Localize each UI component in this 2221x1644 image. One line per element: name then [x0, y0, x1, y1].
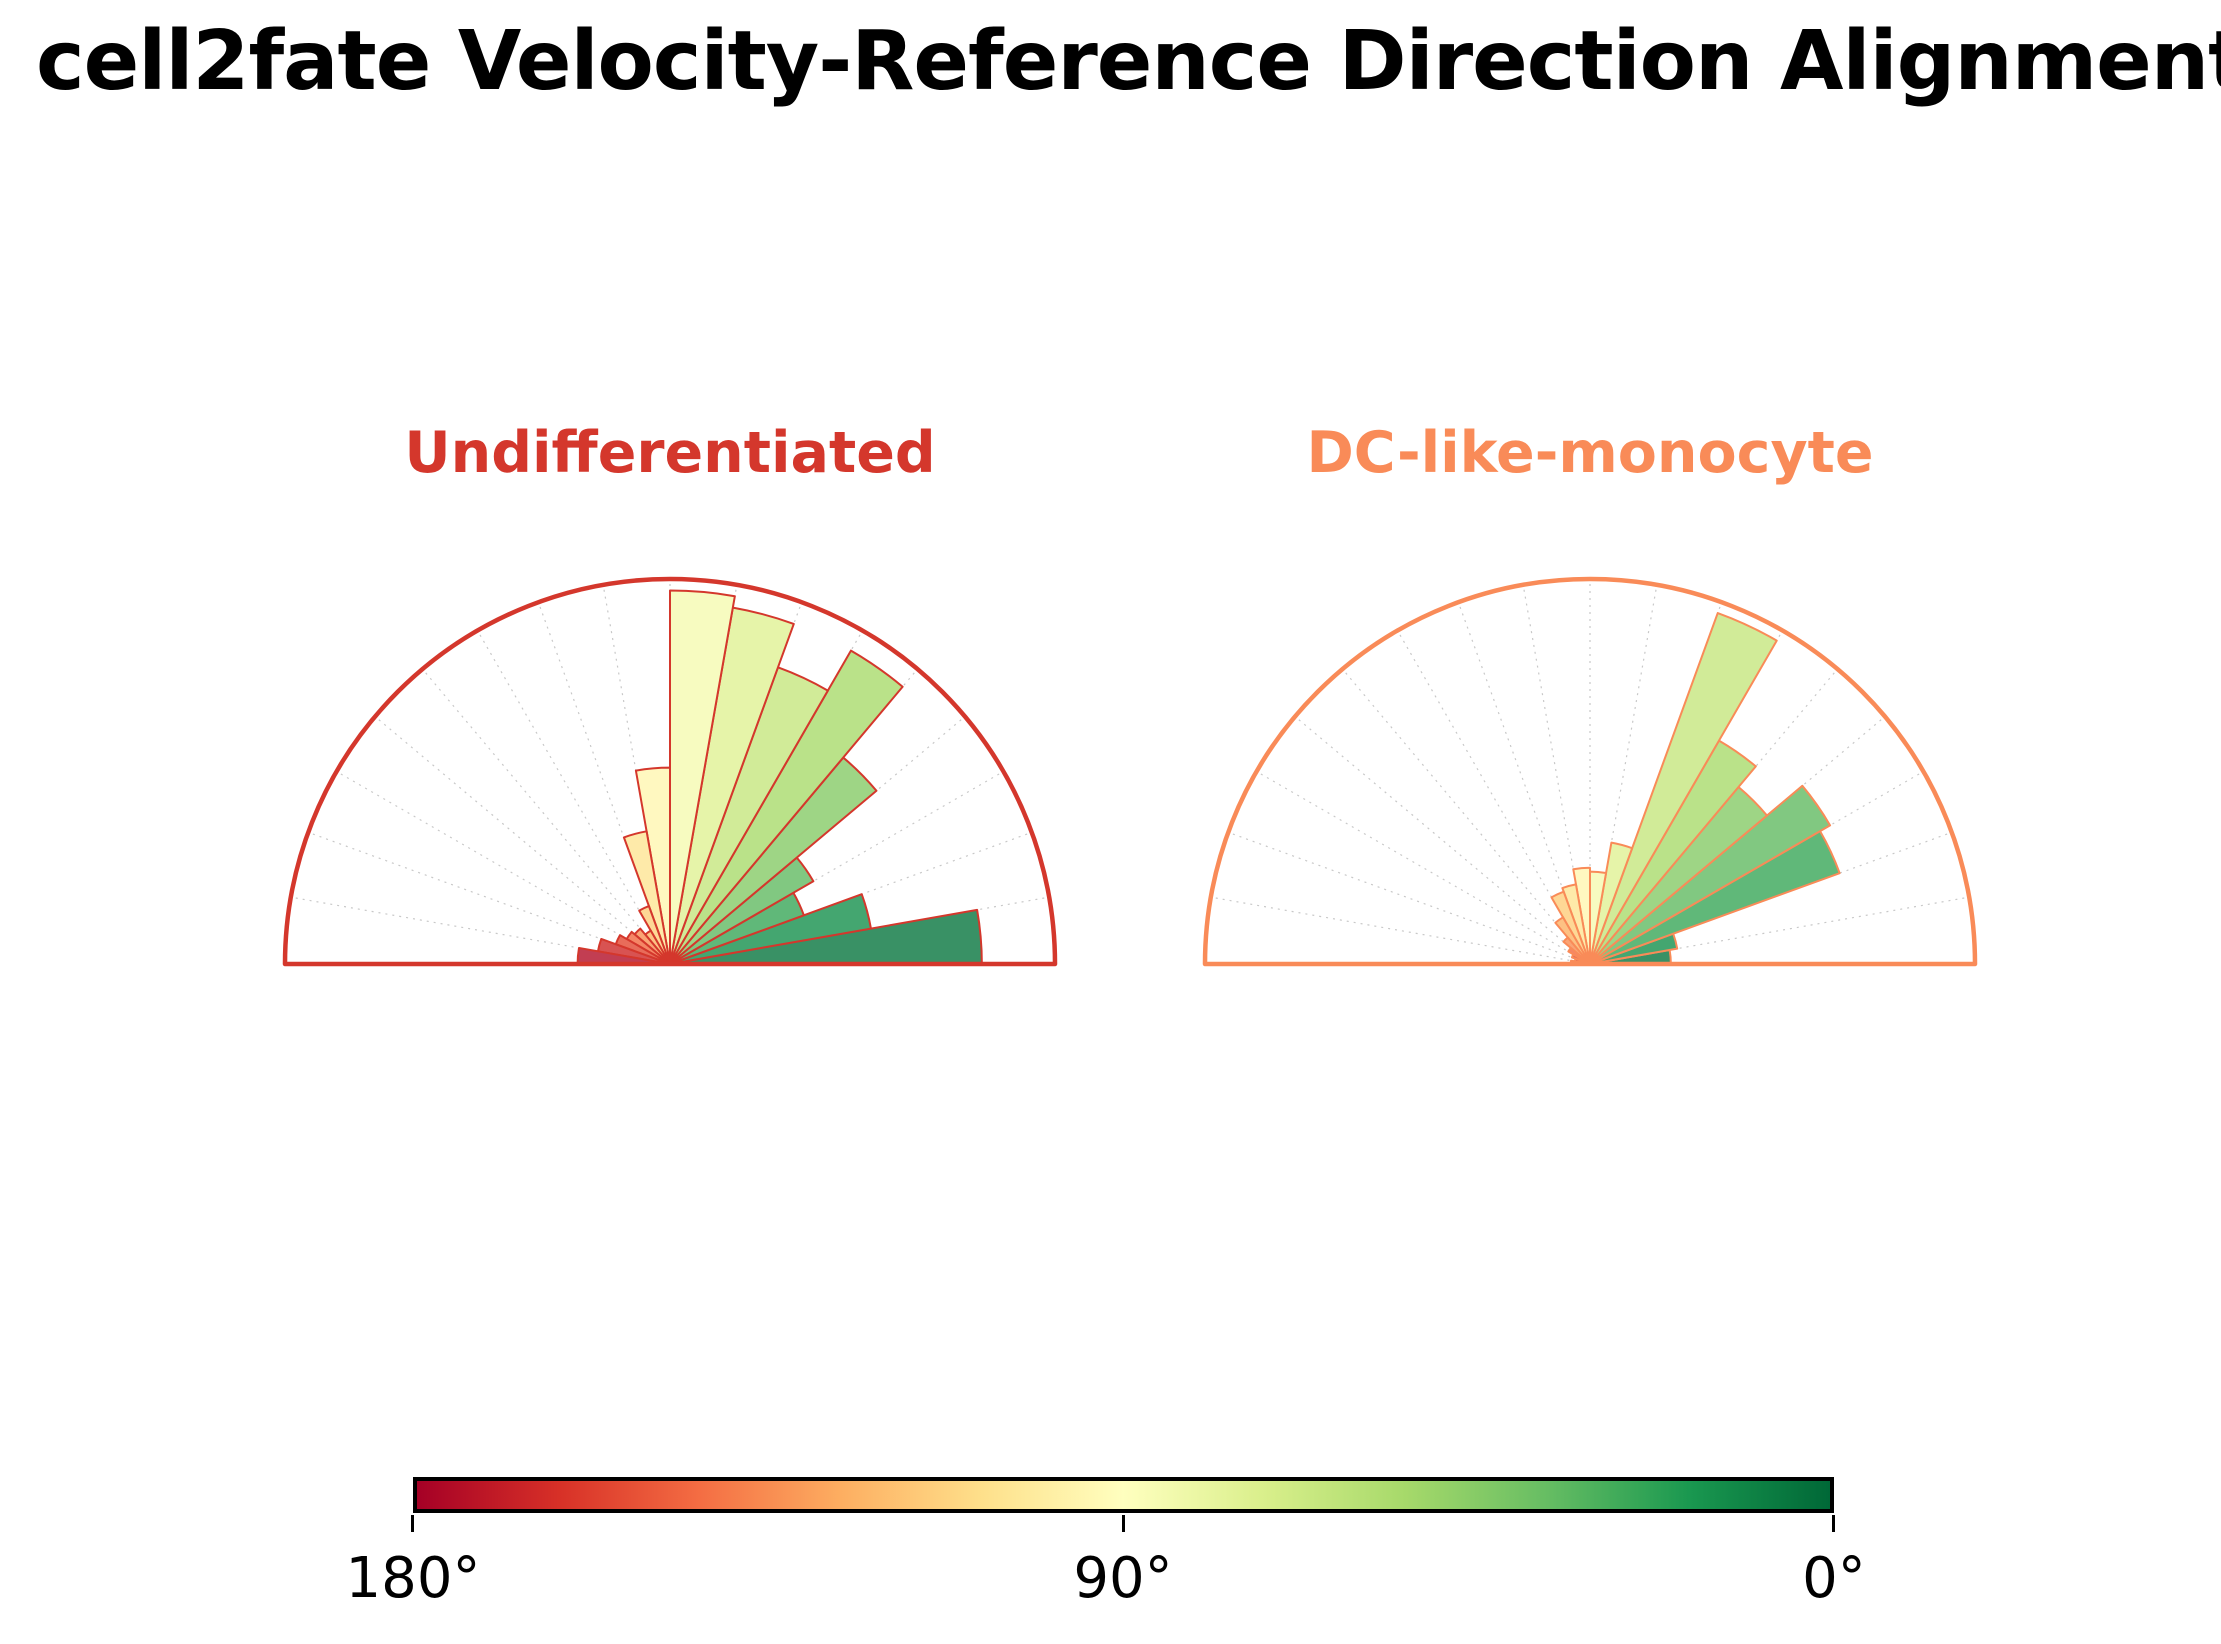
polar-gridline: [336, 770, 671, 965]
polar-gridline: [1256, 770, 1591, 965]
polar-gridline: [1228, 831, 1591, 965]
polar-gridline: [374, 716, 671, 965]
rose-chart-dc-like-monocyte: [1202, 576, 1978, 967]
polar-gridline: [1342, 668, 1591, 965]
colorbar-label-90: 90°: [1073, 1546, 1173, 1611]
polar-gridline: [422, 668, 671, 965]
colorbar-tick-180: [411, 1515, 414, 1532]
histogram-wedge: [669, 589, 736, 965]
histogram-wedge: [1589, 784, 1832, 965]
figure-title: cell2fate Velocity-Reference Direction A…: [36, 14, 2221, 109]
polar-gridline: [1294, 716, 1591, 965]
colorbar-tick-0: [1832, 1515, 1835, 1532]
subplot-title-dc-like-monocyte: DC-like-monocyte: [1306, 420, 1874, 486]
polar-gridline: [1210, 896, 1591, 965]
polar-spine: [282, 576, 1058, 967]
colorbar-label-0: 0°: [1802, 1546, 1866, 1611]
histogram-wedge: [669, 649, 904, 965]
histogram-wedge: [1589, 612, 1778, 965]
colorbar-tick-90: [1122, 1515, 1125, 1532]
histogram-wedge: [1589, 841, 1634, 965]
angle-colorbar-gradient: [413, 1477, 1834, 1513]
subplot-title-undifferentiated: Undifferentiated: [404, 420, 936, 486]
polar-gridline: [476, 630, 671, 965]
colorbar-label-180: 180°: [345, 1546, 481, 1611]
rose-chart-undifferentiated: [282, 576, 1058, 967]
polar-spine: [1202, 576, 1978, 967]
